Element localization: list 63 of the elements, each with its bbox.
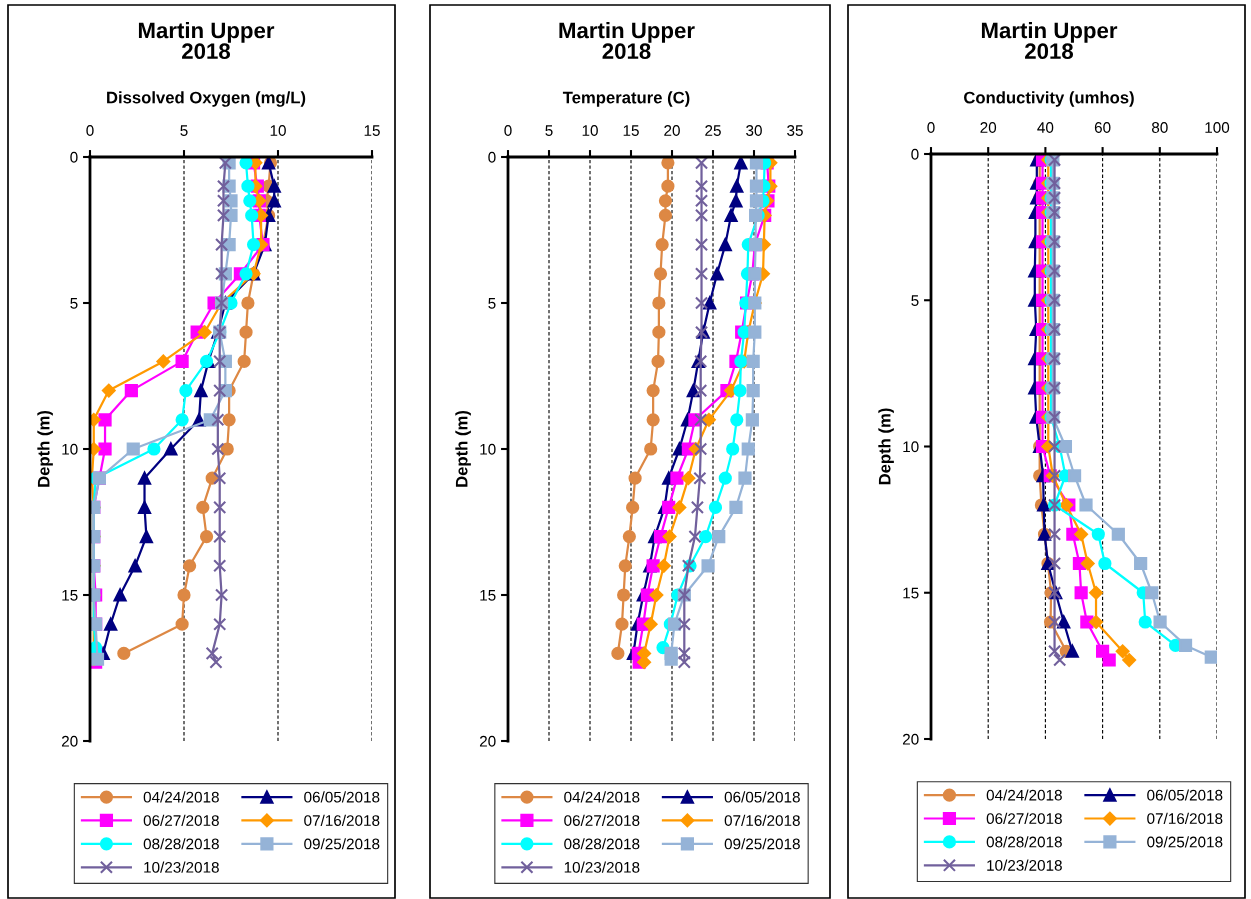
y-tick-label: 20 — [479, 735, 496, 747]
y-axis-title: Depth (m) — [37, 410, 53, 487]
chart-title: Martin Upper 2018 — [981, 22, 1118, 60]
legend-label: 06/05/2018 — [724, 791, 800, 803]
x-tick-label: 30 — [746, 125, 762, 136]
chart-title: Martin Upper 2018 — [138, 22, 275, 60]
legend-label: 09/25/2018 — [1147, 836, 1223, 848]
legend-label: 06/27/2018 — [986, 812, 1062, 825]
legend-label: 07/16/2018 — [304, 814, 380, 826]
legend-label: 10/23/2018 — [144, 861, 219, 873]
y-tick-label: 5 — [911, 295, 919, 306]
legend-label: 06/05/2018 — [304, 791, 380, 803]
x-tick-label: 5 — [545, 125, 553, 136]
y-tick-label: 15 — [480, 590, 496, 601]
y-tick-label: 10 — [480, 443, 496, 455]
legend-label: 10/23/2018 — [987, 859, 1062, 871]
y-tick-label: 20 — [902, 733, 919, 745]
legend-label: 07/16/2018 — [724, 814, 800, 826]
legend-label: 10/23/2018 — [564, 861, 640, 873]
y-tick-label: 0 — [911, 148, 919, 160]
legend-label: 08/28/2018 — [986, 836, 1062, 848]
legend-label: 09/25/2018 — [724, 838, 800, 850]
x-tick-label: 35 — [787, 125, 803, 136]
x-tick-label: 40 — [1037, 122, 1054, 133]
y-tick-label: 0 — [70, 151, 78, 163]
legend-label: 08/28/2018 — [143, 838, 219, 850]
legend-label: 04/24/2018 — [143, 791, 219, 803]
x-tick-label: 0 — [927, 122, 935, 133]
legend-label: 08/28/2018 — [564, 838, 640, 850]
y-tick-label: 10 — [903, 441, 919, 453]
y-axis-title: Depth (m) — [878, 408, 894, 485]
x-tick-label: 20 — [664, 125, 680, 136]
x-tick-label: 0 — [86, 125, 94, 136]
y-tick-label: 0 — [488, 151, 496, 163]
y-tick-label: 10 — [62, 443, 78, 455]
legend-label: 06/27/2018 — [564, 814, 640, 826]
y-tick-label: 5 — [488, 298, 496, 309]
chart-subtitle: Dissolved Oxygen (mg/L) — [107, 91, 306, 107]
legend-label: 07/16/2018 — [1147, 812, 1223, 825]
chart-title: Martin Upper 2018 — [559, 22, 695, 60]
y-tick-label: 15 — [62, 590, 78, 601]
y-tick-label: 15 — [903, 587, 919, 599]
legend-label: 09/25/2018 — [304, 838, 380, 850]
x-tick-label: 10 — [270, 125, 286, 136]
x-tick-label: 5 — [180, 125, 188, 136]
x-tick-label: 20 — [980, 122, 997, 133]
x-tick-label: 25 — [705, 125, 721, 136]
chart-subtitle: Temperature (C) — [562, 91, 690, 107]
legend-label: 04/24/2018 — [564, 791, 640, 803]
x-tick-label: 60 — [1094, 122, 1111, 133]
x-tick-label: 80 — [1151, 122, 1168, 133]
y-tick-label: 5 — [70, 298, 78, 309]
x-tick-label: 10 — [582, 125, 598, 136]
legend-label: 04/24/2018 — [986, 789, 1062, 801]
x-tick-label: 15 — [623, 125, 639, 136]
x-tick-label: 15 — [364, 125, 380, 136]
chart-subtitle: Conductivity (umhos) — [964, 91, 1134, 107]
y-axis-title: Depth (m) — [455, 410, 471, 487]
x-tick-label: 0 — [504, 125, 512, 136]
x-tick-label: 100 — [1205, 122, 1230, 133]
y-tick-label: 20 — [61, 735, 78, 747]
legend-label: 06/27/2018 — [143, 814, 219, 826]
legend-label: 06/05/2018 — [1147, 789, 1223, 801]
